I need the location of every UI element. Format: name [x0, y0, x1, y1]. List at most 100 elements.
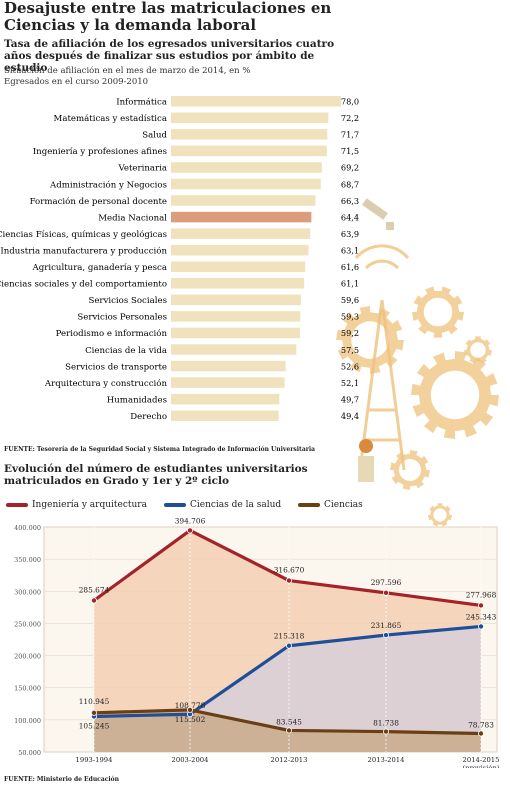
- data-point: [91, 709, 98, 716]
- y-tick-label: 400.000: [14, 524, 41, 532]
- x-tick-label: 2012-2013: [271, 756, 308, 764]
- data-label: 78.783: [468, 720, 494, 729]
- y-tick-label: 350.000: [14, 556, 41, 564]
- x-tick-label: 2003-2004: [172, 756, 209, 764]
- bar-chart-subtitle: Tasa de afiliación de los egresados univ…: [4, 38, 335, 74]
- y-tick-label: 300.000: [14, 588, 41, 596]
- bar-value-label: 57,5: [341, 345, 359, 355]
- bar: [171, 261, 306, 272]
- bar-category-label: Formación de personal docente: [30, 196, 167, 207]
- bar: [171, 112, 329, 124]
- data-label: 245.343: [466, 612, 497, 621]
- bar-category-label: Servicios de transporte: [65, 362, 167, 372]
- data-point: [382, 589, 389, 596]
- tower-frame: [358, 299, 406, 471]
- bar-value-label: 64,4: [341, 212, 359, 222]
- person-helmet: [359, 439, 373, 453]
- bar-category-label: Periodismo e información: [56, 328, 168, 339]
- y-tick-label: 250.000: [14, 620, 41, 628]
- bar: [171, 377, 285, 388]
- bar-value-label: 69,2: [341, 163, 359, 173]
- bar-category-label: Servicios Sociales: [88, 296, 167, 306]
- bar: [171, 145, 327, 157]
- gear-hole: [430, 370, 480, 420]
- data-label: 81.738: [373, 719, 399, 728]
- bar-value-label: 61,1: [341, 279, 359, 289]
- bar-category-label: Administración y Negocios: [49, 179, 167, 190]
- bar: [171, 228, 311, 239]
- gear-outline: [411, 351, 499, 439]
- bar: [171, 162, 322, 173]
- bar-value-label: 68,7: [341, 179, 359, 189]
- line-chart-source: FUENTE: Ministerio de Educación: [4, 776, 120, 783]
- data-point: [91, 597, 98, 604]
- bar-category-label: Salud: [142, 131, 167, 141]
- gear-outline: [390, 450, 430, 490]
- bar: [171, 327, 301, 339]
- bar-category-label: Veterinaria: [117, 164, 167, 174]
- gear-hole: [423, 297, 453, 327]
- bar: [171, 410, 279, 421]
- legend-salud: Ciencias de la salud: [164, 500, 281, 510]
- bar: [171, 211, 312, 223]
- x-tick-label: 2014-2015: [463, 756, 500, 764]
- bar-value-label: 52,6: [341, 361, 359, 371]
- data-label: 105.245: [79, 721, 110, 730]
- antenna-icon: [354, 244, 410, 471]
- gear-icon: [390, 450, 430, 490]
- bar-category-label: Ciencias sociales y del comportamiento: [0, 280, 167, 290]
- bar: [171, 244, 309, 256]
- legend-swatch: [298, 503, 320, 507]
- bar-chart-source: FUENTE: Tesorería de la Seguridad Social…: [4, 446, 316, 453]
- bar-value-label: 66,3: [341, 196, 359, 206]
- bar: [171, 278, 305, 289]
- data-label: 83.545: [276, 717, 302, 726]
- data-label: 115.502: [175, 715, 206, 724]
- data-point: [382, 728, 389, 735]
- bar-category-label: Arquitectura y construcción: [44, 378, 168, 389]
- x-tick-sublabel: (previsión): [462, 764, 499, 768]
- gear-icon: [412, 286, 464, 338]
- bar-category-label: Media Nacional: [98, 213, 167, 223]
- bar-category-label: Humanidades: [107, 395, 167, 405]
- data-label: 316.670: [274, 566, 305, 575]
- line-chart: 50.000 100.000 150.000 200.000 250.000 300.00…: [14, 518, 500, 768]
- line-chart-subtitle: Evolución del número de estudiantes univ…: [4, 463, 308, 487]
- bar-value-label: 59,6: [341, 295, 359, 305]
- gear-hole: [470, 342, 486, 358]
- data-label: 231.865: [371, 621, 402, 630]
- y-tick-label: 150.000: [14, 685, 41, 693]
- bar-category-label: Agricultura, ganadería y pesca: [32, 262, 167, 273]
- data-label: 297.596: [371, 578, 402, 587]
- bar: [171, 311, 301, 322]
- data-label: 277.968: [466, 590, 497, 599]
- bar-category-label: Ciencias de la vida: [85, 346, 167, 356]
- data-label: 110.945: [79, 697, 110, 706]
- bar: [171, 294, 301, 306]
- data-label: 108.778: [175, 701, 206, 710]
- data-label: 285.674: [79, 585, 110, 594]
- bar-category-label: Industria manufacturera y producción: [0, 245, 167, 256]
- bar-chart: Informática 78,0 Matemáticas y estadística…: [0, 96, 359, 422]
- bar-value-label: 49,4: [341, 411, 359, 421]
- bar-value-label: 71,7: [341, 130, 359, 140]
- gear-icon: [464, 336, 492, 364]
- bar: [171, 195, 316, 206]
- bar-value-label: 61,6: [341, 262, 359, 272]
- bar-value-label: 63,1: [341, 245, 359, 255]
- bar-category-label: Ciencias Físicas, químicas y geológicas: [0, 229, 167, 240]
- bar: [171, 393, 280, 405]
- bar-value-label: 72,2: [341, 113, 359, 123]
- bar-category-label: Informática: [116, 97, 167, 108]
- satellite-body: [386, 222, 394, 230]
- data-point: [285, 727, 292, 734]
- legend-label: Ingeniería y arquitectura: [32, 500, 147, 510]
- y-tick-label: 50.000: [18, 749, 41, 757]
- y-tick-label: 100.000: [14, 717, 41, 725]
- data-label: 215.318: [274, 632, 305, 641]
- legend-swatch: [164, 503, 186, 507]
- signal-waves: [354, 244, 410, 270]
- page-title: Desajuste entre las matriculaciones en C…: [4, 0, 332, 34]
- data-label: 394.706: [175, 518, 206, 525]
- data-point: [285, 577, 292, 584]
